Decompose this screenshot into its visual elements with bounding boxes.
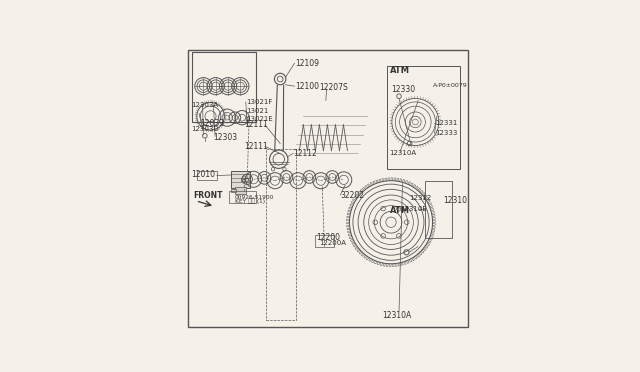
Text: 12303D: 12303D	[191, 126, 219, 132]
Text: ATM: ATM	[390, 66, 410, 75]
Text: 00926-51900: 00926-51900	[235, 195, 275, 200]
Text: 12310A: 12310A	[388, 150, 416, 156]
Text: 13021F: 13021F	[246, 99, 273, 105]
Text: 13021: 13021	[246, 108, 269, 113]
Text: 12312: 12312	[409, 195, 431, 201]
Text: 12207S: 12207S	[319, 83, 348, 92]
Bar	[197, 171, 217, 180]
Text: 12111: 12111	[244, 121, 268, 129]
Text: 12033: 12033	[200, 119, 224, 128]
Text: 12111: 12111	[244, 142, 268, 151]
Text: 32202: 32202	[341, 190, 365, 199]
Bar	[241, 178, 248, 181]
Text: 12310A: 12310A	[382, 311, 411, 320]
Text: ATM: ATM	[390, 206, 410, 215]
Text: 12303: 12303	[213, 133, 237, 142]
Text: 13021E: 13021E	[246, 116, 273, 122]
Bar	[236, 187, 246, 193]
Text: 12112: 12112	[294, 149, 317, 158]
Text: 12303A: 12303A	[191, 102, 218, 108]
Bar	[192, 52, 257, 122]
Bar	[266, 149, 296, 320]
Bar	[232, 171, 250, 188]
Text: FRONT: FRONT	[193, 190, 223, 199]
Bar	[229, 191, 257, 203]
Text: 12331: 12331	[435, 121, 458, 126]
Bar	[230, 189, 236, 192]
Text: 12310: 12310	[443, 196, 467, 205]
Text: A·P0±0079: A·P0±0079	[433, 83, 468, 88]
Text: 12333: 12333	[435, 131, 458, 137]
Bar	[315, 235, 333, 247]
Text: 12100: 12100	[295, 82, 319, 91]
Text: KEY キー (1): KEY キー (1)	[235, 199, 265, 204]
Text: 12109: 12109	[295, 59, 319, 68]
Text: 12200A: 12200A	[319, 240, 346, 246]
Bar	[387, 66, 460, 169]
Text: 12310E: 12310E	[401, 206, 428, 212]
Text: 12010: 12010	[191, 170, 215, 179]
Text: 12330: 12330	[391, 84, 415, 93]
Bar	[425, 181, 452, 238]
Polygon shape	[292, 102, 360, 165]
Text: 12200: 12200	[316, 232, 340, 242]
